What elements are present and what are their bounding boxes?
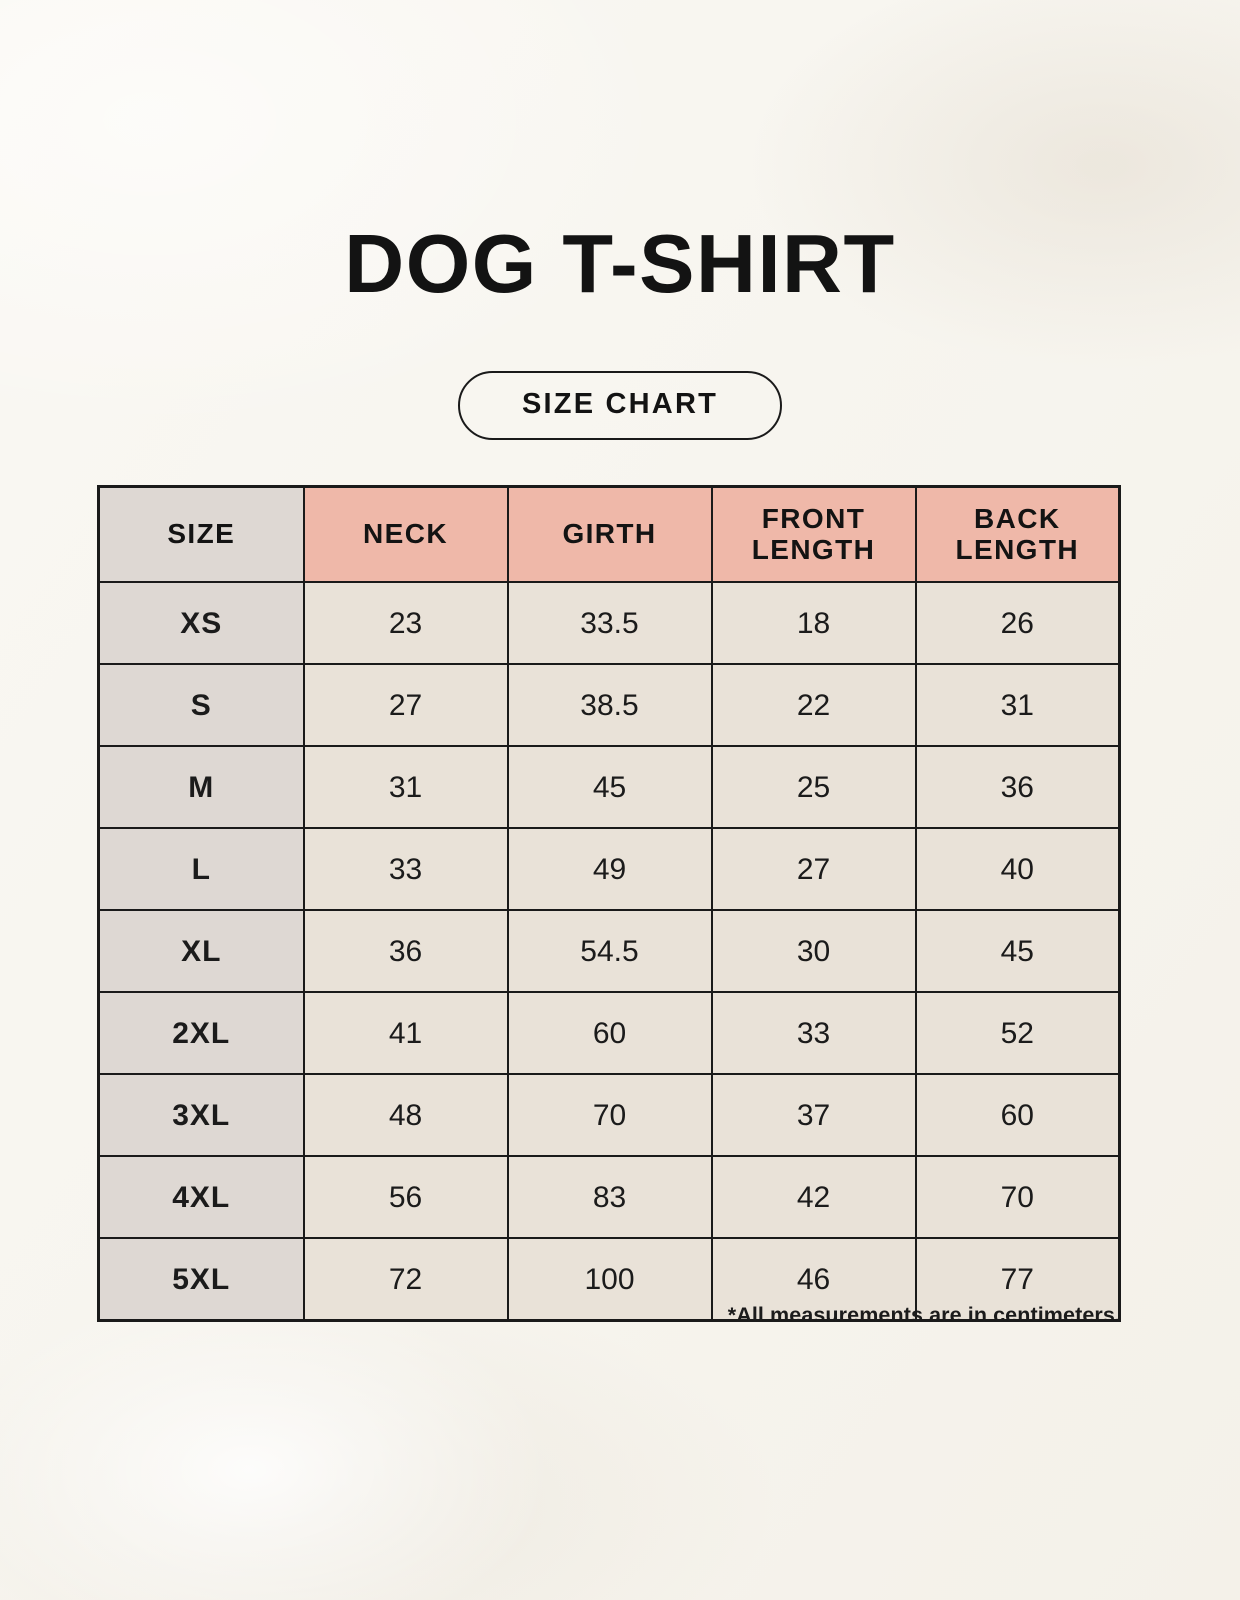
cell-back-length: 45 [914,909,1121,993]
cell-neck: 72 [302,1237,509,1322]
cell-front-length: 25 [710,745,917,829]
cell-size: XS [97,581,305,665]
back-length-line-2: LENGTH [955,533,1079,565]
table-row: M 31 45 25 36 [97,745,1121,829]
cell-front-length: 37 [710,1073,917,1157]
header-row: SIZE NECK GIRTH FRONT LENGTH BACK LENGTH [97,485,1121,583]
size-chart-badge: SIZE CHART [458,371,782,440]
cell-neck: 48 [302,1073,509,1157]
size-table-container: SIZE NECK GIRTH FRONT LENGTH BACK LENGTH… [97,485,1121,1322]
cell-girth: 45 [506,745,713,829]
column-header-size: SIZE [97,485,305,583]
cell-back-length: 60 [914,1073,1121,1157]
cell-back-length: 52 [914,991,1121,1075]
column-header-back-length: BACK LENGTH [914,485,1121,583]
cell-neck: 23 [302,581,509,665]
cell-back-length: 31 [914,663,1121,747]
cell-front-length: 30 [710,909,917,993]
table-row: 4XL 56 83 42 70 [97,1155,1121,1239]
table-row: 2XL 41 60 33 52 [97,991,1121,1075]
cell-front-length: 18 [710,581,917,665]
cell-size: 5XL [97,1237,305,1322]
cell-girth: 54.5 [506,909,713,993]
size-table: SIZE NECK GIRTH FRONT LENGTH BACK LENGTH… [97,485,1121,1322]
front-length-line-2: LENGTH [751,533,876,565]
cell-girth: 70 [506,1073,713,1157]
cell-front-length: 42 [710,1155,917,1239]
cell-back-length: 26 [914,581,1121,665]
subtitle-pill-container: SIZE CHART [0,371,1240,440]
cell-size: L [97,827,305,911]
cell-girth: 49 [506,827,713,911]
cell-front-length: 46 [710,1237,917,1322]
table-row: XL 36 54.5 30 45 [97,909,1121,993]
cell-neck: 36 [302,909,509,993]
back-length-line-1: BACK [974,502,1061,534]
column-header-neck: NECK [302,485,509,583]
cell-neck: 27 [302,663,509,747]
cell-girth: 38.5 [506,663,713,747]
cell-size: 3XL [97,1073,305,1157]
table-row: XS 23 33.5 18 26 [97,581,1121,665]
cell-size: S [97,663,305,747]
cell-size: 2XL [97,991,305,1075]
table-row: 3XL 48 70 37 60 [97,1073,1121,1157]
cell-girth: 100 [506,1237,713,1322]
column-header-girth: GIRTH [506,485,713,583]
cell-size: M [97,745,305,829]
cell-neck: 41 [302,991,509,1075]
cell-girth: 60 [506,991,713,1075]
table-row: L 33 49 27 40 [97,827,1121,911]
front-length-line-1: FRONT [761,502,866,534]
cell-girth: 33.5 [506,581,713,665]
table-row: S 27 38.5 22 31 [97,663,1121,747]
cell-back-length: 40 [914,827,1121,911]
column-header-front-length: FRONT LENGTH [710,485,917,583]
cell-size: XL [97,909,305,993]
table-row: 5XL 72 100 46 77 [97,1237,1121,1322]
cell-back-length: 36 [914,745,1121,829]
table-body: XS 23 33.5 18 26 S 27 38.5 22 31 M 31 45 25 36 L 33 49 27 4… [97,581,1121,1322]
cell-neck: 33 [302,827,509,911]
cell-neck: 56 [302,1155,509,1239]
cell-front-length: 33 [710,991,917,1075]
cell-back-length: 70 [914,1155,1121,1239]
cell-front-length: 27 [710,827,917,911]
cell-front-length: 22 [710,663,917,747]
page-title-container: DOG T-SHIRT [0,222,1240,305]
measurement-note: *All measurements are in centimeters. [727,1303,1121,1327]
cell-neck: 31 [302,745,509,829]
page-title: DOG T-SHIRT [344,217,896,310]
cell-back-length: 77 [914,1237,1121,1322]
cell-girth: 83 [506,1155,713,1239]
table-header: SIZE NECK GIRTH FRONT LENGTH BACK LENGTH [97,485,1121,583]
cell-size: 4XL [97,1155,305,1239]
